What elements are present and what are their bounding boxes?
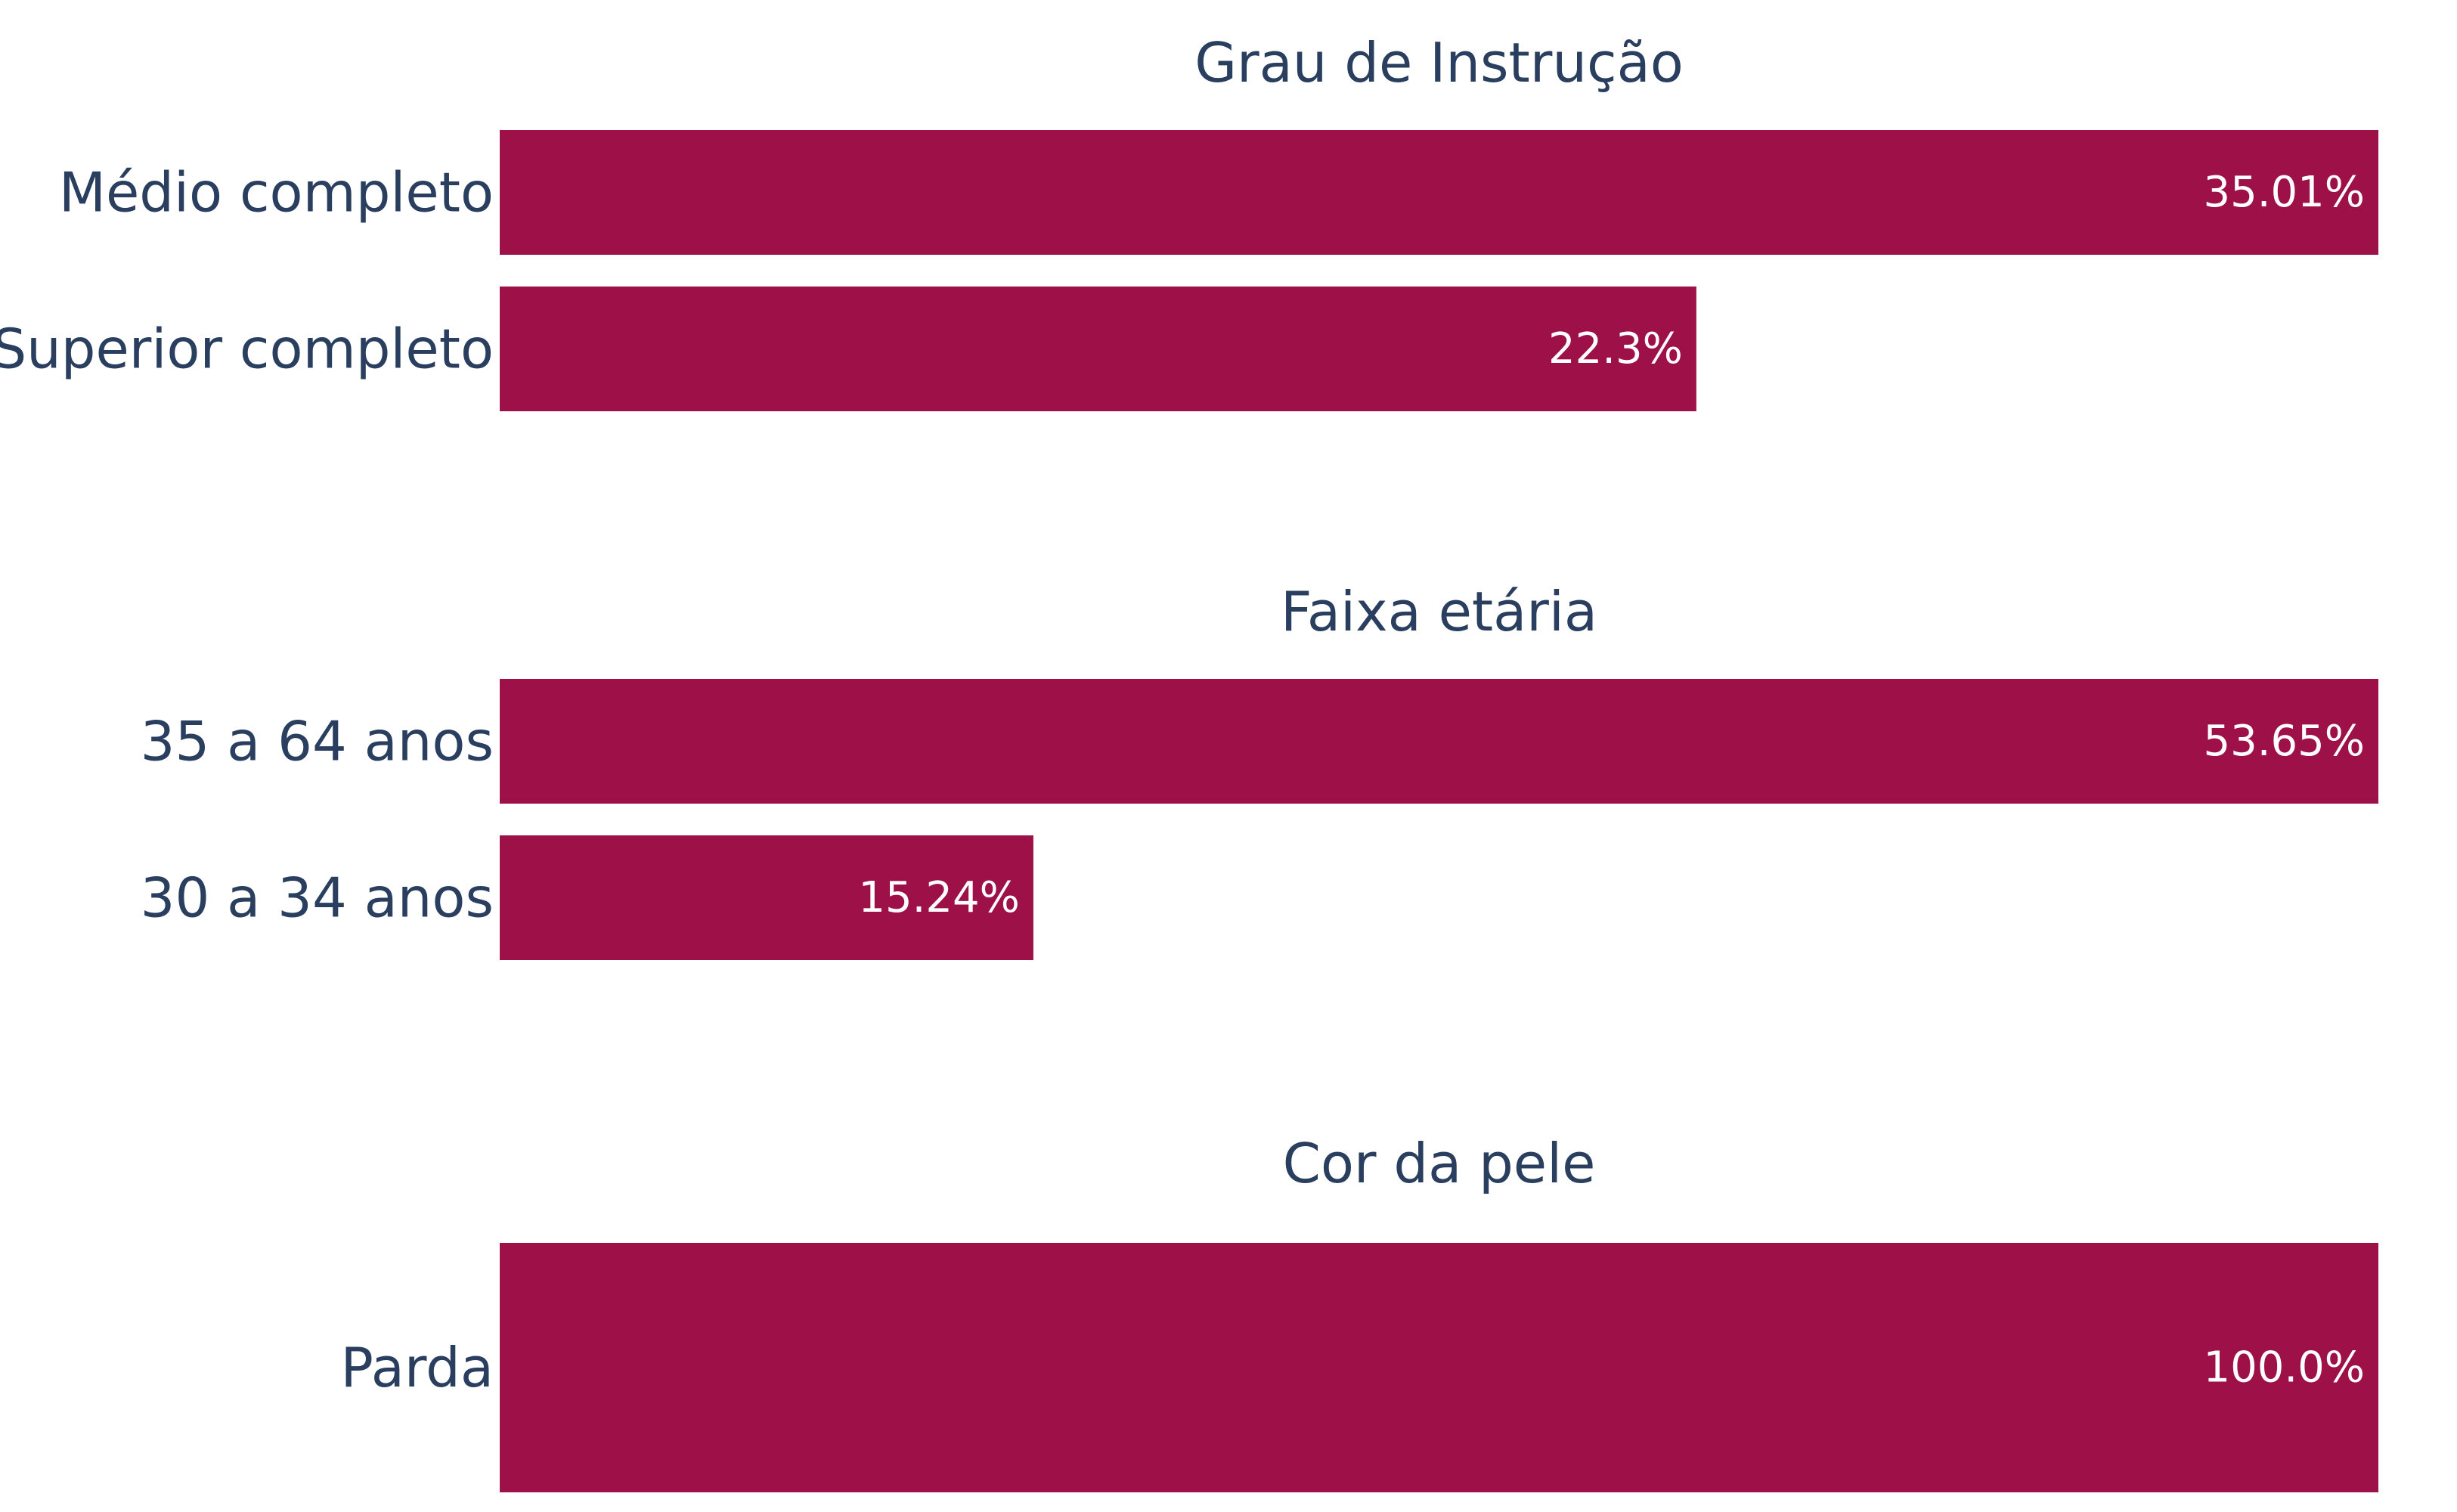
chart-panel-3: Cor da pele Parda 100.0% [341,1132,2378,1492]
bar [500,1243,2378,1492]
category-label: 30 a 34 anos [141,866,494,930]
data-label: 100.0% [2203,1343,2365,1393]
data-label: 22.3% [1548,324,1683,373]
panel-title: Cor da pele [1283,1132,1596,1195]
category-label: Superior completo [0,318,494,381]
bar [500,287,1696,411]
bar [500,130,2378,255]
bar [500,679,2378,804]
category-label: Médio completo [59,161,494,225]
data-label: 35.01% [2203,168,2365,217]
category-label: Parda [341,1336,494,1399]
chart-panel-1: Grau de Instrução Médio completo 35.01% Sup… [0,31,2378,411]
bar [500,835,1033,960]
data-label: 15.24% [858,873,1020,922]
chart-panel-2: Faixa etária 35 a 64 anos 53.65% 30 a 34 an… [141,580,2378,960]
data-label: 53.65% [2203,717,2365,766]
panel-title: Grau de Instrução [1194,31,1684,94]
panel-title: Faixa etária [1281,580,1597,643]
category-label: 35 a 64 anos [141,710,494,773]
